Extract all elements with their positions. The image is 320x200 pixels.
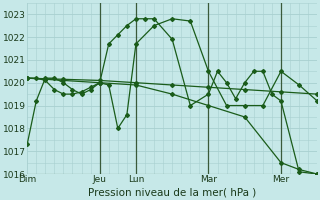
X-axis label: Pression niveau de la mer( hPa ): Pression niveau de la mer( hPa )	[88, 187, 256, 197]
